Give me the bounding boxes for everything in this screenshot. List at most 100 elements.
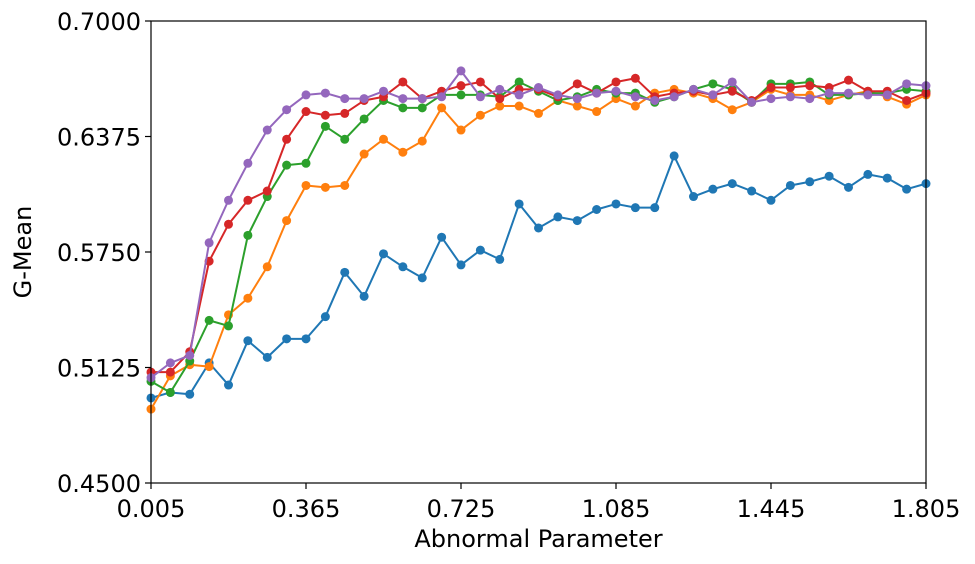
data-point: [224, 195, 233, 205]
data-point: [243, 230, 253, 240]
data-point: [398, 262, 408, 272]
data-point: [727, 105, 737, 115]
data-point: [340, 108, 350, 118]
data-point: [359, 94, 369, 104]
data-point: [243, 158, 253, 168]
data-point: [785, 83, 795, 93]
data-point: [708, 79, 718, 89]
data-point: [340, 94, 350, 104]
data-point: [727, 179, 737, 189]
data-point: [165, 387, 175, 397]
x-tick-label: 1.445: [737, 495, 806, 523]
data-point: [611, 77, 621, 87]
ticks-layer: 0.005 0.365 0.725 1.085 1.445 1.805 0.4500 0.51…: [57, 8, 960, 523]
data-point: [669, 151, 679, 161]
data-point: [204, 238, 214, 248]
data-point: [727, 77, 737, 87]
data-point: [437, 92, 447, 102]
data-point: [747, 186, 757, 196]
series-layer: [146, 66, 931, 414]
data-point: [437, 232, 447, 242]
data-point: [398, 147, 408, 157]
data-point: [282, 160, 292, 170]
data-point: [592, 204, 602, 214]
data-point: [650, 203, 660, 213]
data-point: [204, 315, 214, 325]
data-point: [398, 103, 408, 113]
data-point: [495, 101, 505, 111]
data-point: [456, 125, 466, 135]
data-point: [398, 94, 408, 104]
data-point: [262, 186, 272, 196]
data-point: [514, 101, 524, 111]
data-point: [301, 180, 311, 190]
data-point: [592, 107, 602, 117]
data-point: [224, 380, 233, 390]
data-point: [747, 97, 757, 107]
x-tick-label: 1.085: [582, 495, 651, 523]
data-point: [766, 94, 776, 104]
y-tick-label: 0.6375: [57, 124, 141, 152]
data-point: [379, 86, 388, 96]
data-point: [359, 291, 369, 301]
data-point: [320, 182, 330, 192]
data-point: [882, 173, 892, 183]
data-point: [359, 114, 369, 124]
data-point: [863, 90, 873, 100]
data-point: [882, 90, 892, 100]
data-point: [785, 92, 795, 102]
data-point: [805, 177, 815, 187]
series-1: [146, 151, 931, 403]
data-point: [805, 81, 815, 91]
data-point: [514, 77, 524, 87]
data-point: [902, 184, 912, 194]
data-point: [456, 81, 466, 91]
data-point: [398, 77, 408, 87]
data-point: [262, 352, 272, 362]
data-point: [456, 90, 466, 100]
data-point: [301, 90, 311, 100]
data-point: [844, 182, 853, 192]
y-tick-label: 0.4500: [57, 470, 141, 498]
y-tick-label: 0.5750: [57, 239, 141, 267]
data-point: [243, 195, 253, 205]
data-point: [224, 219, 233, 229]
data-point: [282, 216, 292, 226]
data-point: [630, 101, 640, 111]
data-point: [630, 203, 640, 213]
data-point: [185, 389, 195, 399]
data-point: [301, 158, 311, 168]
data-point: [320, 110, 330, 120]
data-point: [475, 77, 485, 87]
data-point: [282, 105, 292, 115]
data-point: [824, 88, 834, 98]
data-point: [185, 350, 195, 360]
data-point: [689, 192, 698, 202]
data-point: [417, 94, 427, 104]
data-point: [534, 108, 543, 118]
data-point: [766, 195, 776, 205]
data-point: [340, 180, 350, 190]
data-point: [611, 86, 621, 96]
data-point: [495, 94, 505, 104]
data-point: [456, 66, 466, 76]
data-point: [766, 83, 776, 93]
data-point: [514, 199, 524, 209]
data-point: [572, 216, 582, 226]
data-point: [282, 334, 292, 344]
series-5: [146, 66, 931, 383]
data-point: [417, 273, 427, 283]
data-point: [301, 334, 311, 344]
data-point: [689, 84, 698, 94]
data-point: [902, 95, 912, 105]
data-point: [475, 92, 485, 102]
data-point: [456, 260, 466, 270]
data-point: [824, 171, 834, 181]
data-point: [844, 88, 853, 98]
data-point: [785, 180, 795, 190]
data-point: [844, 75, 853, 85]
data-point: [417, 103, 427, 113]
y-tick-label: 0.5125: [57, 355, 141, 383]
data-point: [262, 125, 272, 135]
